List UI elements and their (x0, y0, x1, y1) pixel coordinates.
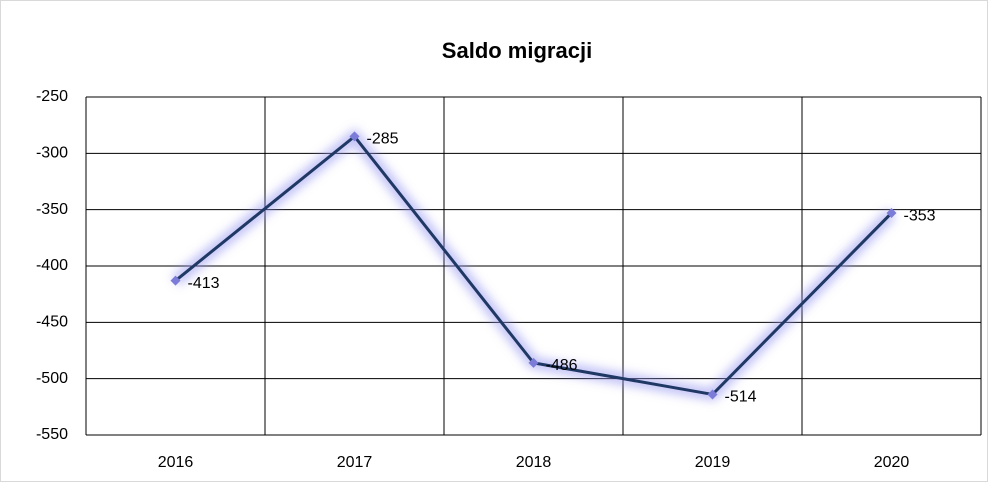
data-label: -413 (188, 275, 220, 292)
x-tick-label: 2017 (337, 454, 373, 471)
y-tick-label: -300 (36, 145, 68, 162)
x-tick-label: 2016 (158, 454, 194, 471)
marker (349, 131, 360, 142)
data-label: -285 (367, 131, 399, 148)
data-label: -353 (904, 207, 936, 224)
y-tick-label: -450 (36, 314, 68, 331)
y-tick-label: -550 (36, 426, 68, 443)
x-tick-label: 2019 (695, 454, 731, 471)
y-tick-label: -350 (36, 201, 68, 218)
y-tick-label: -250 (36, 88, 68, 105)
marker (528, 357, 539, 368)
marker (707, 389, 718, 400)
y-tick-label: -500 (36, 370, 68, 387)
y-tick-label: -400 (36, 257, 68, 274)
data-label: -486 (546, 357, 578, 374)
x-tick-label: 2020 (874, 454, 910, 471)
marker (170, 275, 181, 286)
chart-title: Saldo migracji (442, 38, 592, 63)
x-tick-label: 2018 (516, 454, 552, 471)
data-label: -514 (725, 389, 757, 406)
marker (886, 208, 897, 219)
